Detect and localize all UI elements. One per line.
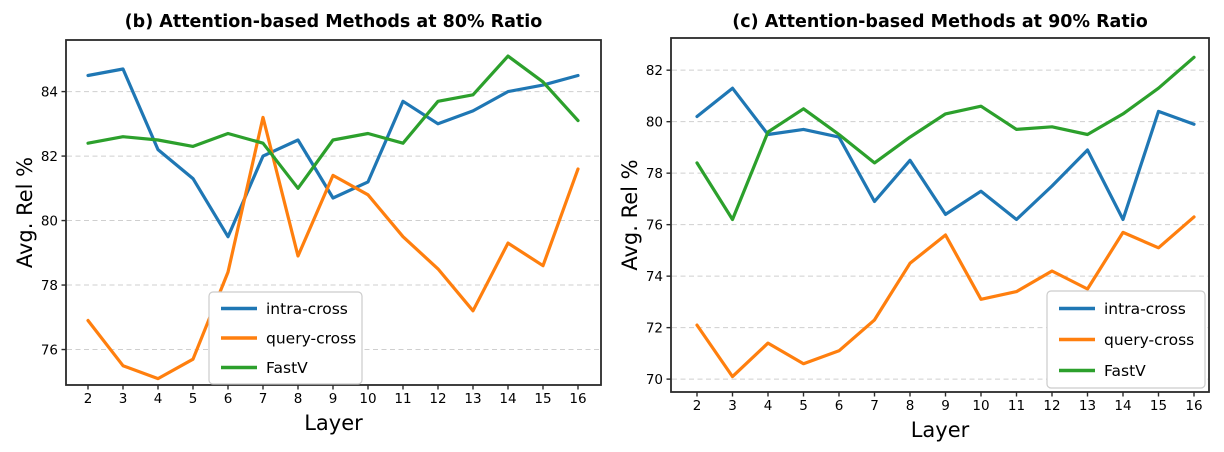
x-tick-label: 5 xyxy=(189,391,198,407)
x-tick-label: 3 xyxy=(728,398,737,414)
x-tick-label: 16 xyxy=(1185,398,1202,414)
legend-box xyxy=(208,291,363,385)
x-tick-label: 11 xyxy=(1008,398,1025,414)
x-tick-label: 14 xyxy=(499,391,516,407)
x-axis-label: Layer xyxy=(304,411,363,435)
y-tick-label: 72 xyxy=(646,320,663,336)
y-tick-label: 82 xyxy=(41,149,58,165)
x-tick-label: 2 xyxy=(693,398,702,414)
x-tick-label: 13 xyxy=(1079,398,1096,414)
chart-title: (c) Attention-based Methods at 90% Ratio xyxy=(732,12,1148,32)
x-tick-label: 6 xyxy=(835,398,844,414)
x-tick-label: 9 xyxy=(329,391,338,407)
series-line-query-cross xyxy=(86,115,580,381)
x-tick-label: 13 xyxy=(464,391,481,407)
y-tick-label: 78 xyxy=(646,166,663,182)
x-tick-label: 2 xyxy=(84,391,93,407)
x-tick-label: 12 xyxy=(429,391,446,407)
legend-label: FastV xyxy=(1104,362,1146,380)
x-tick-label: 6 xyxy=(224,391,233,407)
x-tick-label: 10 xyxy=(359,391,376,407)
y-tick-label: 70 xyxy=(646,372,663,388)
y-tick-label: 76 xyxy=(41,342,58,358)
y-tick-label: 74 xyxy=(646,269,663,285)
legend-label: intra-cross xyxy=(266,300,348,318)
x-tick-label: 12 xyxy=(1043,398,1060,414)
x-axis-label: Layer xyxy=(911,418,970,442)
panel-b: 76 78 80 82 84 2 3 4 5 6 7 8 9 10 11 12 13 14 15 16 (b) Atte… xyxy=(13,12,602,435)
series-line-FastV xyxy=(86,54,580,190)
x-tick-label: 14 xyxy=(1114,398,1131,414)
y-axis-label: Avg. Rel % xyxy=(618,159,642,270)
x-tick-label: 15 xyxy=(1150,398,1167,414)
series-line-FastV xyxy=(695,55,1196,222)
x-tick-label: 8 xyxy=(906,398,915,414)
legend-label: intra-cross xyxy=(1104,300,1186,318)
y-tick-label: 76 xyxy=(646,217,663,233)
y-axis-label: Avg. Rel % xyxy=(13,157,37,268)
x-tick-label: 5 xyxy=(799,398,808,414)
series-line-intra-cross xyxy=(695,86,1196,222)
plot-frame xyxy=(65,39,602,386)
x-tick-label: 11 xyxy=(394,391,411,407)
series-line-query-cross xyxy=(695,215,1196,379)
chart-title: (b) Attention-based Methods at 80% Ratio xyxy=(125,12,543,32)
y-tick-label: 82 xyxy=(646,63,663,79)
legend-box xyxy=(1046,290,1206,389)
legend-label: FastV xyxy=(266,359,308,377)
x-tick-label: 7 xyxy=(259,391,268,407)
x-tick-label: 15 xyxy=(534,391,551,407)
y-tick-label: 80 xyxy=(646,114,663,130)
series-line-intra-cross xyxy=(86,67,580,239)
y-tick-label: 78 xyxy=(41,278,58,294)
legend-label: query-cross xyxy=(1104,331,1194,349)
x-tick-label: 9 xyxy=(941,398,950,414)
legend-label: query-cross xyxy=(266,329,356,347)
panel-c: 70 72 74 76 78 80 82 2 3 4 5 6 7 8 9 10 11 12 13 14 15 16 (c) … xyxy=(612,0,1224,452)
x-tick-label: 4 xyxy=(764,398,773,414)
y-tick-label: 80 xyxy=(41,213,58,229)
x-tick-label: 4 xyxy=(154,391,163,407)
x-tick-label: 16 xyxy=(569,391,586,407)
x-tick-label: 3 xyxy=(119,391,128,407)
x-tick-label: 8 xyxy=(294,391,303,407)
y-tick-label: 84 xyxy=(41,84,58,100)
x-tick-label: 10 xyxy=(972,398,989,414)
plot-frame xyxy=(670,37,1210,393)
x-tick-label: 7 xyxy=(870,398,879,414)
